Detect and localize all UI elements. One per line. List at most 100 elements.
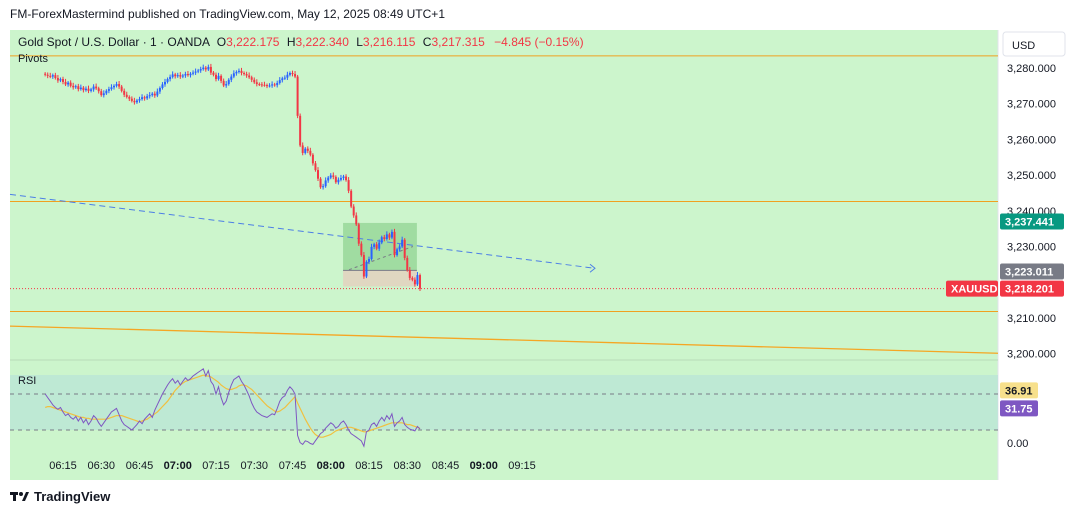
price-tick-label: 3,250.000 [1007,170,1056,182]
candle-body [408,270,411,278]
candle-body [130,98,133,101]
tag-upper-bg [1000,213,1064,230]
candle-body [120,86,123,91]
candle-body [133,100,136,103]
candle-body [207,66,210,70]
zone-diagonal [348,246,414,271]
candle-body [237,70,240,72]
price-tick-label: 3,270.000 [1007,99,1056,111]
candle-body [222,80,225,86]
candle-body [357,224,360,244]
legend-rsi[interactable]: RSI [18,375,36,387]
legend-pivots[interactable]: Pivots [18,53,48,65]
rsi-line [44,368,421,448]
time-tick-label: 08:30 [393,460,421,472]
time-tick-label: 07:15 [202,460,230,472]
candle-body [396,249,399,256]
candle-body [141,97,144,100]
candle-body [258,84,261,86]
candle-body [365,261,368,277]
candle-body [230,76,233,80]
candle-body [380,237,383,243]
price-tick-label: 3,280.000 [1007,63,1056,75]
time-tick-label: 09:00 [470,460,498,472]
candle-body [334,176,337,183]
candle-body [79,87,82,90]
candle-body [72,85,75,88]
candle-body [77,86,80,90]
candle-body [268,85,271,87]
rsi-band [10,375,998,430]
dashed-arrow-head [589,263,596,273]
publisher-line: FM-ForexMastermind published on TradingV… [10,7,445,21]
tag-rsi-label: 31.75 [1005,403,1033,415]
candle-body [118,84,121,87]
footer-brand: TradingView [10,489,110,504]
candle-body [115,84,118,86]
candle-body [217,75,220,80]
candle-body [263,84,266,86]
price-tick-label: 3,230.000 [1007,242,1056,254]
tag-mid-bg [1000,263,1064,280]
candle-body [291,72,294,75]
candle-body [138,99,141,101]
candle-body [352,206,355,216]
candle-body [283,77,286,79]
candle-body [271,84,274,86]
time-tick-label: 07:45 [279,460,307,472]
candle-body [67,82,70,85]
candle-body [403,239,406,258]
candle-body [276,82,279,86]
candle-body [419,275,421,289]
candle-body [296,76,299,116]
candle-body [125,94,128,97]
candle-body [225,84,228,86]
price-axis-ticks: 3,280.0003,270.0003,260.0003,250.0003,24… [1007,63,1056,361]
candle-body [375,244,378,249]
overlay-lines [9,55,999,354]
tag-rsi-ma-label: 36.91 [1005,385,1033,397]
rsi-ma-line [44,374,421,438]
candle-body [164,81,166,85]
candle-body [189,73,192,76]
candle-body [306,148,309,151]
candle-body [174,74,177,77]
candle-body [350,190,353,207]
candle-body [194,71,197,73]
currency-button[interactable] [1002,31,1066,57]
tag-symbol-label: XAUUSD [951,284,998,296]
time-tick-label: 06:45 [126,460,154,472]
legend-symbol[interactable]: Gold Spot / U.S. Dollar · 1 · OANDA O3,2… [18,35,584,49]
candle-body [370,246,373,259]
candle-body [332,175,335,177]
rsi-axis-ticks: 0.00 [1007,438,1028,450]
candle-body [202,67,205,70]
candle-body [322,186,325,188]
candle-body [107,89,110,91]
candle-body [59,79,62,81]
candle-body [56,77,59,81]
trendline [9,325,999,354]
candle-body [299,115,302,146]
price-tick-label: 3,210.000 [1007,313,1056,325]
candle-body [204,67,207,70]
candle-body [266,85,268,87]
candle-body [250,77,253,80]
candle-body [169,76,172,80]
dashed-arrow-line [9,193,596,269]
time-tick-label: 08:00 [317,460,345,472]
tag-last-bg [1000,280,1064,297]
candle-body [260,84,263,86]
candle-body [281,78,284,81]
candle-body [209,66,212,73]
candle-body [253,79,256,83]
tag-rsi-ma-bg [1000,382,1038,399]
time-tick-label: 09:15 [508,460,536,472]
candle-body [161,84,164,88]
candle-body [128,96,131,99]
candle-body [337,179,340,183]
candle-body [90,89,93,91]
candle-body [171,74,174,77]
candle-body [240,70,243,73]
